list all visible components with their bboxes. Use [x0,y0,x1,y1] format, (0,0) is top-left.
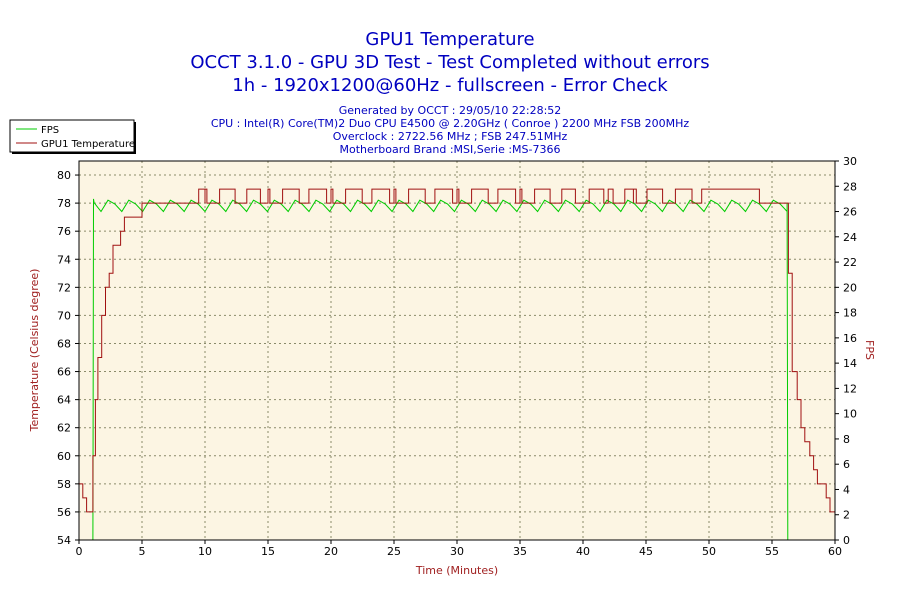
legend-label-temperature: GPU1 Temperature [41,139,135,150]
y-right-tick-label: 20 [843,281,857,294]
y-right-tick-label: 10 [843,408,857,421]
x-tick-label: 30 [450,545,464,558]
x-axis-ticks: 0 5 10 15 20 25 30 35 40 45 50 55 60 [76,540,842,558]
series-line-gpu1-temperature [79,188,836,526]
info-cpu: CPU : Intel(R) Core(TM)2 Duo CPU E4500 @… [211,117,690,130]
y-right-tick-label: 8 [843,433,850,446]
x-tick-label: 15 [261,545,275,558]
info-motherboard: Motherboard Brand :MSI,Serie :MS-7366 [340,143,561,156]
y-right-tick-label: 4 [843,483,850,496]
y-axis-right-label: FPS [863,340,876,360]
y-right-tick-label: 30 [843,155,857,168]
y-right-tick-label: 24 [843,231,857,244]
y-axis-left-label: Temperature (Celsius degree) [28,269,41,433]
y-right-tick-label: 2 [843,509,850,522]
x-tick-label: 50 [702,545,716,558]
x-tick-label: 0 [76,545,83,558]
y-left-tick-label: 80 [57,169,71,182]
legend: FPS GPU1 Temperature [9,119,136,154]
series-layer [79,188,836,541]
y-right-tick-label: 22 [843,256,857,269]
x-tick-label: 60 [828,545,842,558]
chart-title: GPU1 Temperature [365,29,534,50]
info-overclock: Overclock : 2722.56 MHz ; FSB 247.51MHz [333,130,568,143]
y-left-tick-label: 58 [57,478,71,491]
x-tick-label: 45 [639,545,653,558]
chart-subtitle-2: 1h - 1920x1200@60Hz - fullscreen - Error… [232,75,668,96]
legend-box [9,119,135,153]
x-tick-label: 55 [765,545,779,558]
y-axis-left-ticks: 54 56 58 60 62 64 66 68 70 72 74 76 78 80 [57,169,79,547]
y-left-tick-label: 64 [57,394,71,407]
x-tick-label: 20 [324,545,338,558]
y-right-tick-label: 6 [843,458,850,471]
y-right-tick-label: 16 [843,332,857,345]
y-left-tick-label: 76 [57,225,71,238]
y-left-tick-label: 60 [57,450,71,463]
y-left-tick-label: 72 [57,281,71,294]
y-left-tick-label: 78 [57,197,71,210]
y-right-tick-label: 14 [843,357,857,370]
y-left-tick-label: 74 [57,253,71,266]
grid [79,161,835,540]
x-tick-label: 10 [198,545,212,558]
x-tick-label: 35 [513,545,527,558]
y-left-tick-label: 68 [57,337,71,350]
y-left-tick-label: 66 [57,366,71,379]
y-right-tick-label: 12 [843,382,857,395]
x-tick-label: 40 [576,545,590,558]
y-left-tick-label: 62 [57,422,71,435]
y-left-tick-label: 70 [57,309,71,322]
y-left-tick-label: 56 [57,506,71,519]
legend-label-fps: FPS [41,125,59,136]
x-tick-label: 5 [139,545,146,558]
x-tick-label: 25 [387,545,401,558]
y-left-tick-label: 54 [57,534,71,547]
y-right-tick-label: 26 [843,206,857,219]
y-right-tick-label: 28 [843,180,857,193]
x-axis-label: Time (Minutes) [415,564,498,577]
chart-subtitle-1: OCCT 3.1.0 - GPU 3D Test - Test Complete… [190,52,709,73]
y-right-tick-label: 18 [843,307,857,320]
info-generated: Generated by OCCT : 29/05/10 22:28:52 [339,104,562,117]
y-right-tick-label: 0 [843,534,850,547]
